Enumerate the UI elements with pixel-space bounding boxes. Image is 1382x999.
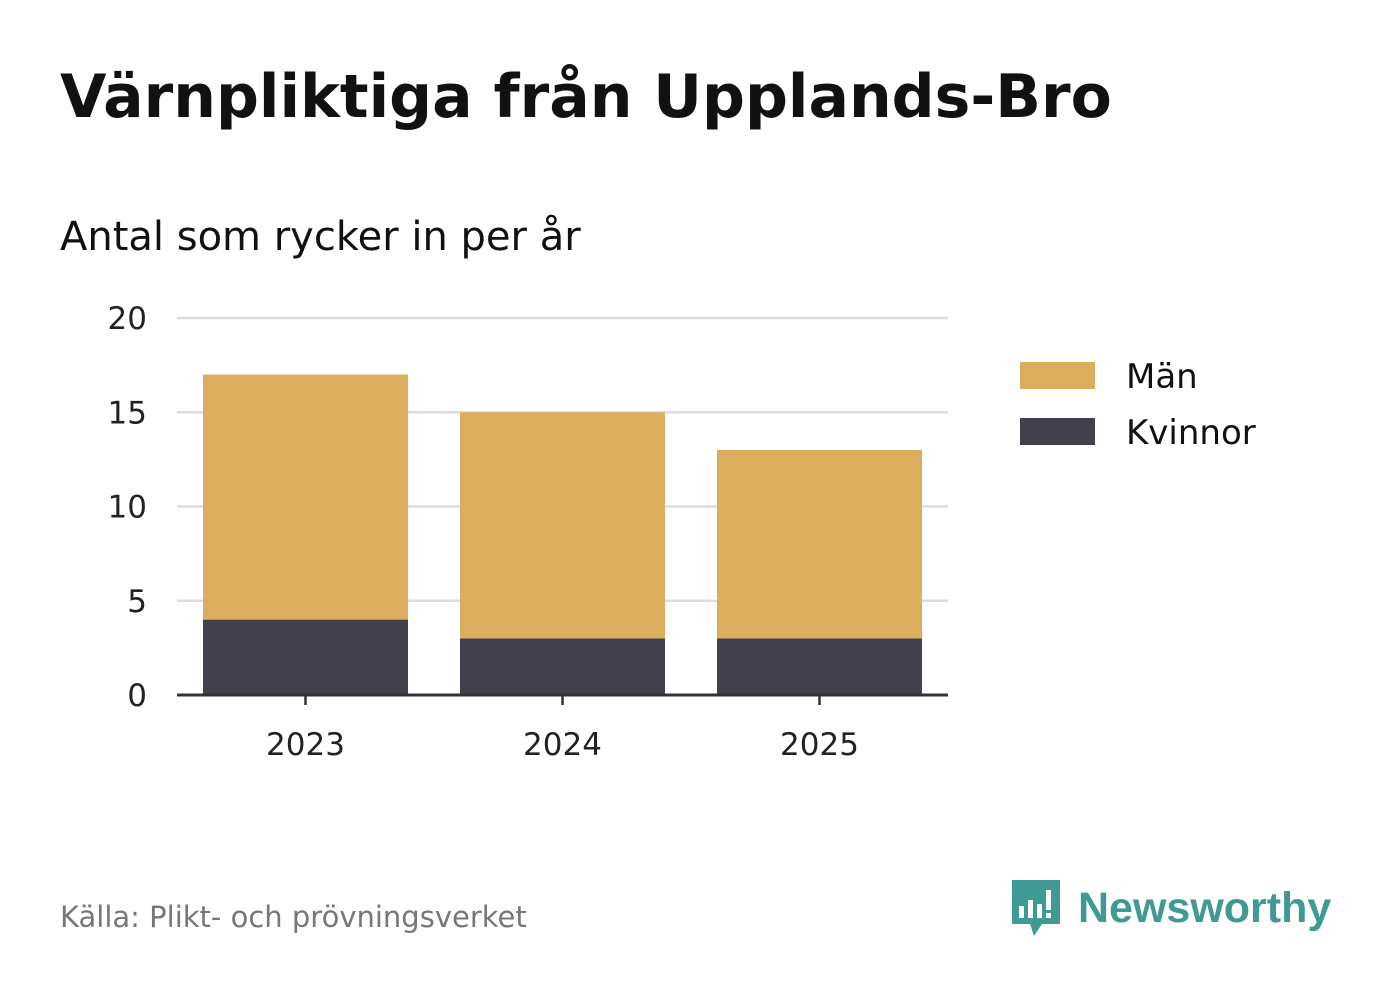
brand-logo: Newsworthy: [1010, 878, 1331, 938]
x-tick-label: 2025: [780, 727, 859, 763]
y-tick-label: 20: [108, 301, 147, 337]
bar-m-n-2023: [203, 374, 408, 620]
y-tick-label: 0: [127, 678, 147, 714]
y-tick-label: 5: [127, 584, 147, 620]
legend-swatch-kvinnor: [1020, 418, 1095, 445]
legend: Män Kvinnor: [1020, 357, 1256, 453]
bar-m-n-2025: [717, 449, 922, 639]
brand-name: Newsworthy: [1078, 883, 1332, 932]
x-tick-label: 2023: [266, 727, 345, 763]
x-tick-label: 2024: [523, 727, 602, 763]
bar-kvinnor-2024: [460, 638, 665, 695]
bar-kvinnor-2023: [203, 619, 408, 695]
bar-kvinnor-2025: [717, 638, 922, 695]
legend-label-kvinnor: Kvinnor: [1126, 413, 1256, 453]
y-tick-label: 15: [108, 395, 147, 431]
legend-label-m-n: Män: [1126, 357, 1198, 397]
bars: [203, 374, 922, 695]
chart-subtitle: Antal som rycker in per år: [60, 214, 581, 260]
chart-title: Värnpliktiga från Upplands-Bro: [60, 62, 1112, 132]
axes: 0 5 10 15 20 2023 2024 2025: [108, 301, 948, 763]
source-note: Källa: Plikt- och prövningsverket: [60, 900, 527, 934]
newsworthy-logo-icon: [1012, 880, 1060, 936]
y-tick-label: 10: [108, 490, 147, 526]
legend-swatch-m-n: [1020, 362, 1095, 389]
bar-m-n-2024: [460, 412, 665, 639]
